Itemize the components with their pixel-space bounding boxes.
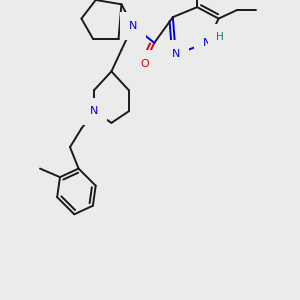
Text: O: O xyxy=(140,59,149,69)
Text: N: N xyxy=(129,21,137,31)
Text: N: N xyxy=(203,38,211,48)
Text: N: N xyxy=(90,106,98,116)
Text: H: H xyxy=(216,32,224,42)
Text: N: N xyxy=(172,49,180,59)
